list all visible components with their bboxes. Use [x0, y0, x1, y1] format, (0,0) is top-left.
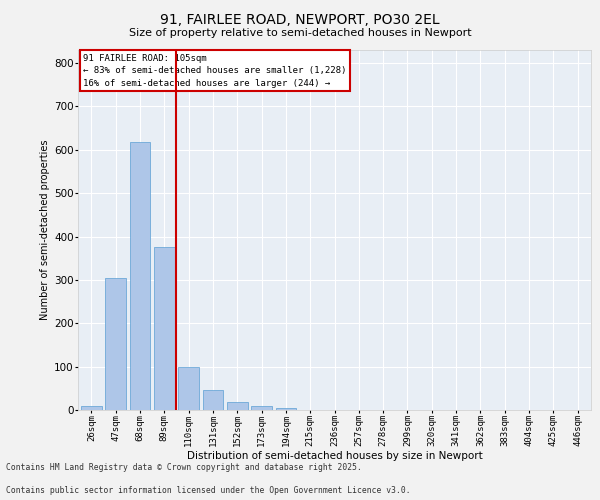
Bar [227, 402, 248, 410]
Bar [130, 142, 151, 410]
X-axis label: Distribution of semi-detached houses by size in Newport: Distribution of semi-detached houses by … [187, 450, 482, 460]
Text: 91 FAIRLEE ROAD: 105sqm
← 83% of semi-detached houses are smaller (1,228)
16% of: 91 FAIRLEE ROAD: 105sqm ← 83% of semi-de… [83, 54, 347, 88]
Text: Size of property relative to semi-detached houses in Newport: Size of property relative to semi-detach… [128, 28, 472, 38]
Y-axis label: Number of semi-detached properties: Number of semi-detached properties [40, 140, 50, 320]
Bar [154, 248, 175, 410]
Bar [106, 278, 126, 410]
Bar [178, 366, 199, 410]
Text: 91, FAIRLEE ROAD, NEWPORT, PO30 2EL: 91, FAIRLEE ROAD, NEWPORT, PO30 2EL [160, 12, 440, 26]
Bar [275, 408, 296, 410]
Bar [203, 390, 223, 410]
Text: Contains HM Land Registry data © Crown copyright and database right 2025.: Contains HM Land Registry data © Crown c… [6, 464, 362, 472]
Text: Contains public sector information licensed under the Open Government Licence v3: Contains public sector information licen… [6, 486, 410, 495]
Bar [251, 406, 272, 410]
Bar [81, 406, 102, 410]
